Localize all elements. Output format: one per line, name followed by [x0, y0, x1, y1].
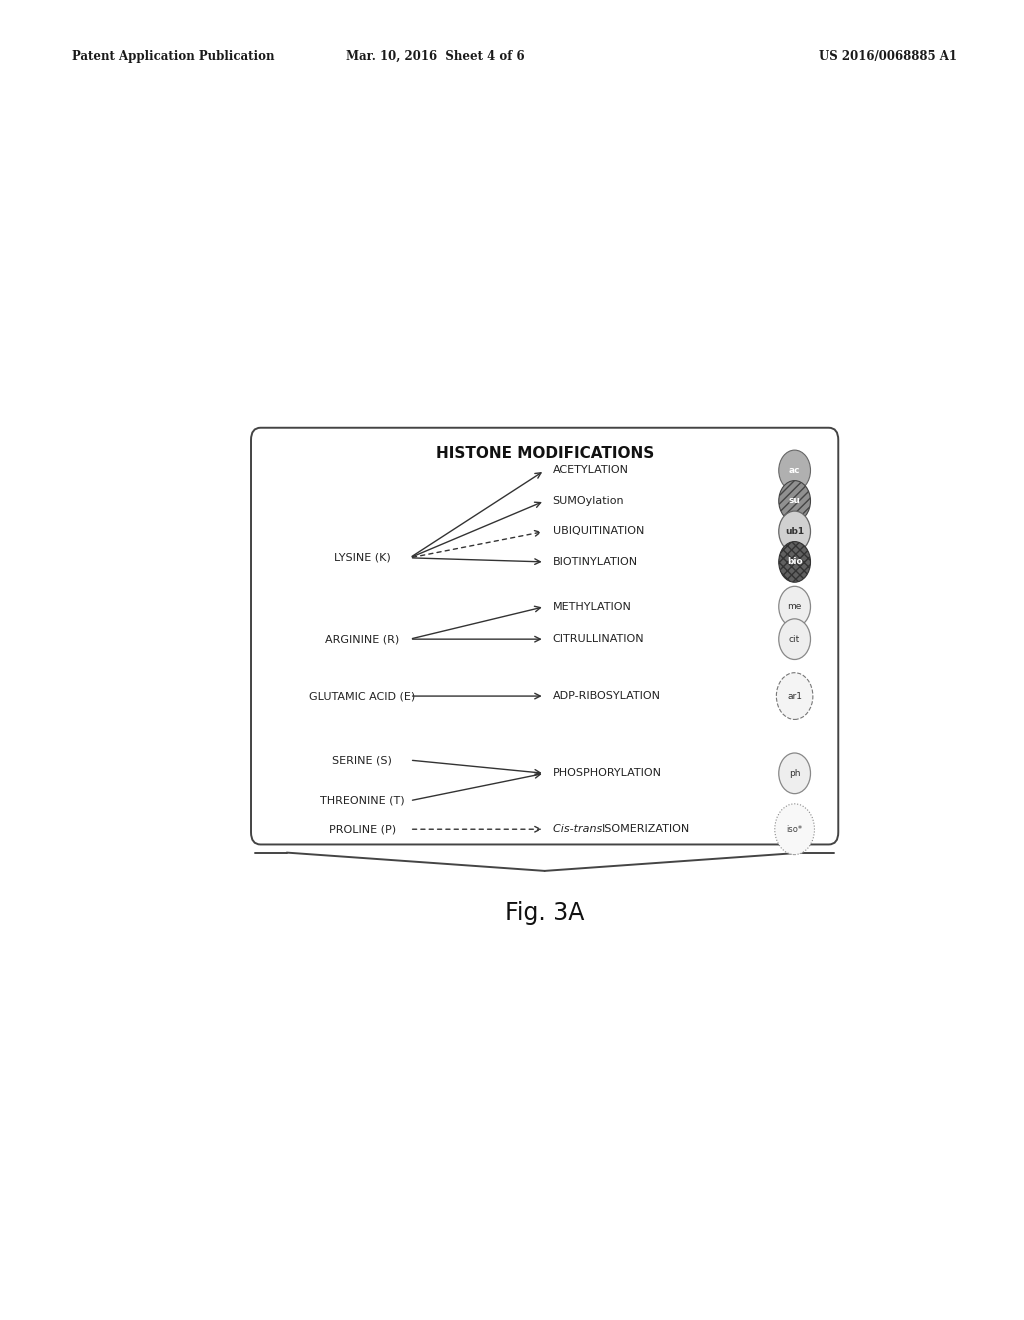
Text: ac: ac	[788, 466, 801, 475]
Text: LYSINE (K): LYSINE (K)	[334, 553, 390, 562]
Circle shape	[779, 480, 811, 521]
Circle shape	[779, 541, 811, 582]
Circle shape	[779, 752, 811, 793]
Text: cit: cit	[790, 635, 800, 644]
Text: CITRULLINATION: CITRULLINATION	[553, 634, 644, 644]
Text: GLUTAMIC ACID (E): GLUTAMIC ACID (E)	[309, 692, 416, 701]
Circle shape	[779, 450, 811, 491]
Text: ARGININE (R): ARGININE (R)	[325, 634, 399, 644]
Text: BIOTINYLATION: BIOTINYLATION	[553, 557, 638, 566]
Text: SUMOylation: SUMOylation	[553, 496, 625, 506]
Text: ADP-RIBOSYLATION: ADP-RIBOSYLATION	[553, 692, 660, 701]
Text: ISOMERIZATION: ISOMERIZATION	[602, 824, 690, 834]
Circle shape	[779, 511, 811, 552]
Text: Mar. 10, 2016  Sheet 4 of 6: Mar. 10, 2016 Sheet 4 of 6	[346, 50, 524, 63]
Circle shape	[779, 619, 811, 660]
Text: bio: bio	[786, 557, 803, 566]
Text: ar1: ar1	[787, 692, 802, 701]
Text: THREONINE (T): THREONINE (T)	[319, 796, 404, 805]
Text: iso*: iso*	[786, 825, 803, 834]
Text: su: su	[788, 496, 801, 506]
Text: Cis-trans: Cis-trans	[553, 824, 605, 834]
Text: Fig. 3A: Fig. 3A	[505, 902, 585, 925]
Text: SERINE (S): SERINE (S)	[332, 755, 392, 766]
Text: ub1: ub1	[785, 527, 804, 536]
Text: ph: ph	[788, 768, 801, 777]
Text: ACETYLATION: ACETYLATION	[553, 466, 629, 475]
Text: US 2016/0068885 A1: US 2016/0068885 A1	[819, 50, 957, 63]
Circle shape	[775, 804, 814, 854]
Circle shape	[776, 673, 813, 719]
Text: HISTONE MODIFICATIONS: HISTONE MODIFICATIONS	[435, 446, 653, 461]
Text: UBIQUITINATION: UBIQUITINATION	[553, 527, 644, 536]
Text: me: me	[787, 602, 802, 611]
Circle shape	[779, 586, 811, 627]
Text: PROLINE (P): PROLINE (P)	[329, 824, 395, 834]
Text: METHYLATION: METHYLATION	[553, 602, 632, 611]
Text: Patent Application Publication: Patent Application Publication	[72, 50, 274, 63]
Text: PHOSPHORYLATION: PHOSPHORYLATION	[553, 768, 662, 779]
